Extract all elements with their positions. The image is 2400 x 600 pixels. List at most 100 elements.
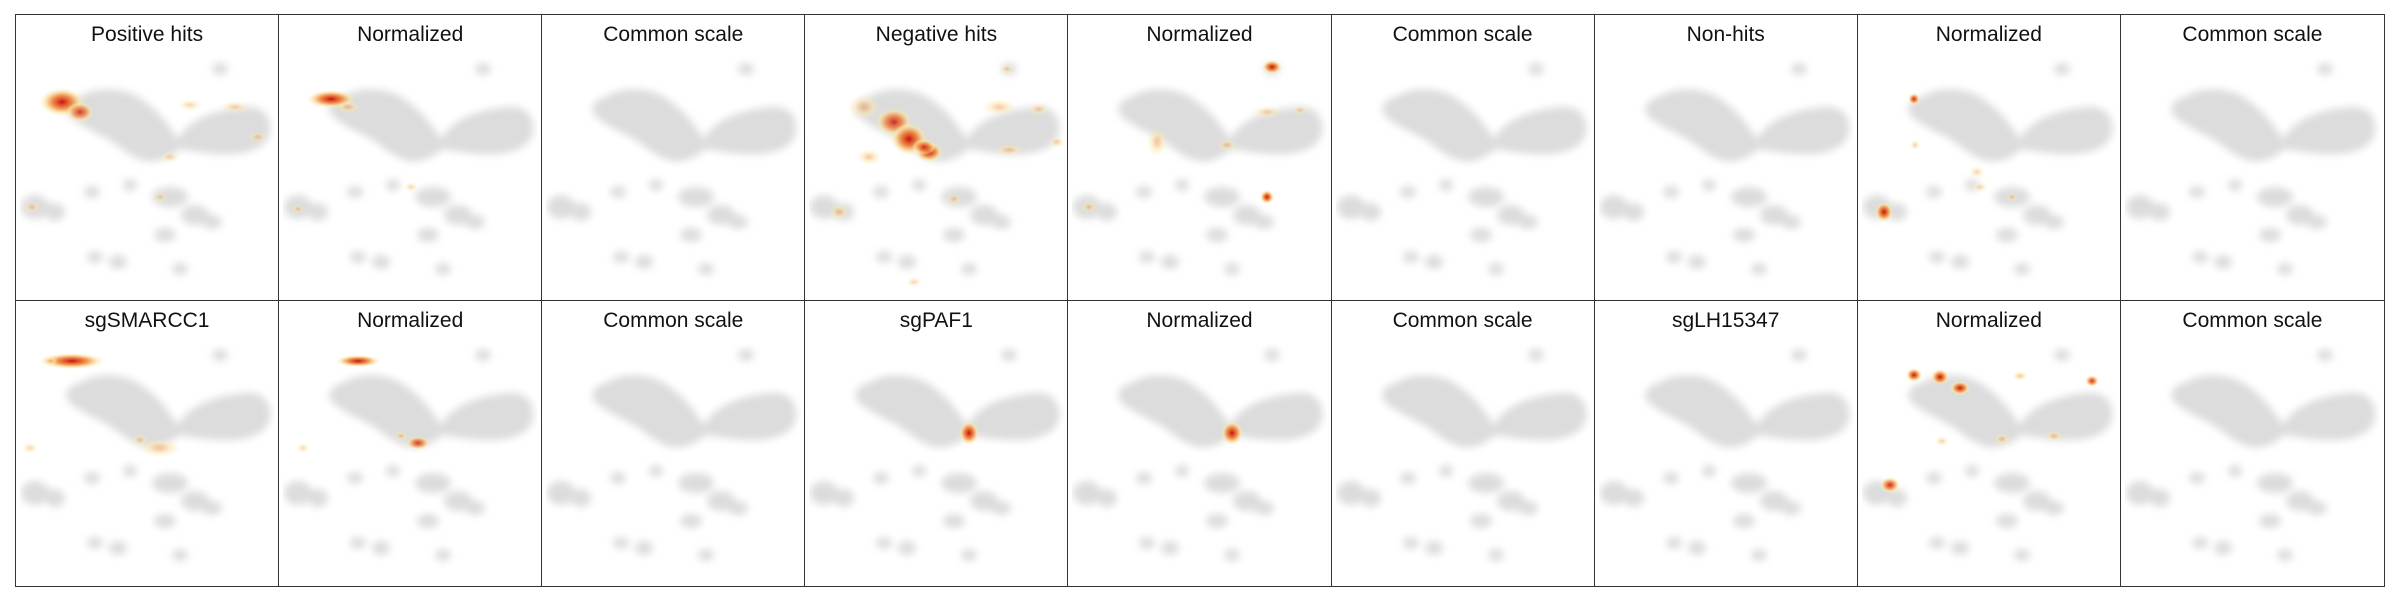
- panel-14: Normalized: [1068, 300, 1332, 586]
- embedding-plot: [1336, 343, 1591, 583]
- embedding-plot: [1862, 57, 2117, 297]
- density-hotspot: [406, 435, 431, 450]
- density-hotspot: [857, 149, 882, 165]
- embedding-plot: [1599, 343, 1854, 583]
- panel-3: Common scale: [542, 15, 806, 301]
- density-hotspot: [66, 102, 94, 122]
- panel-title: Negative hits: [875, 23, 998, 46]
- density-hotspot: [296, 442, 311, 453]
- density-hotspot: [959, 420, 980, 445]
- embedding-plot: [809, 57, 1065, 297]
- density-hotspot: [336, 101, 361, 113]
- density-map: [21, 348, 271, 561]
- embedding-shape: [284, 348, 534, 561]
- figure-grid: Positive hits Normalized: [15, 14, 2385, 587]
- density-hotspot: [829, 204, 850, 220]
- density-hotspot: [1971, 182, 1988, 192]
- density-hotspot: [1260, 190, 1275, 204]
- embedding-shape: [1862, 348, 2113, 561]
- embedding-shape: [810, 348, 1060, 561]
- density-hotspot: [40, 352, 104, 369]
- embedding-shape: [2125, 63, 2376, 275]
- density-map: [1073, 348, 1323, 561]
- embedding-shape: [2125, 348, 2376, 561]
- density-hotspot: [22, 441, 38, 454]
- panel-10: sgSMARCC1: [16, 300, 280, 586]
- panel-7: Non-hits: [1594, 15, 1858, 301]
- embedding-shape: [810, 63, 1060, 275]
- embedding-plot: [1072, 57, 1327, 297]
- panel-9: Common scale: [2120, 15, 2384, 301]
- embedding-plot: [1599, 57, 1854, 297]
- panel-title: Common scale: [1392, 23, 1533, 46]
- embedding-shape: [547, 63, 797, 275]
- embedding-shape: [21, 348, 271, 561]
- panel-title: Normalized: [1935, 23, 2042, 46]
- panel-12: Common scale: [542, 300, 806, 586]
- panel-title: Positive hits: [91, 23, 204, 46]
- panel-6: Common scale: [1331, 15, 1595, 301]
- embedding-shape: [1073, 63, 1323, 275]
- panel-16: sgLH15347: [1594, 300, 1858, 586]
- density-hotspot: [42, 355, 58, 366]
- density-hotspot: [1909, 140, 1920, 150]
- panel-13: sgPAF1: [805, 300, 1069, 586]
- panel-title: Common scale: [603, 308, 744, 332]
- embedding-shape: [1599, 348, 1849, 561]
- embedding-plot: [1862, 343, 2117, 583]
- panel-title: sgLH15347: [1672, 308, 1780, 332]
- panel-title: sgPAF1: [899, 308, 973, 332]
- density-map: [1862, 348, 2113, 561]
- density-hotspot: [906, 277, 923, 287]
- density-hotspot: [1221, 420, 1244, 445]
- density-hotspot: [24, 201, 40, 213]
- density-map: [284, 348, 534, 561]
- panel-title: Common scale: [2182, 308, 2323, 332]
- density-hotspot: [1253, 106, 1282, 118]
- embedding-plot: [283, 343, 538, 583]
- panel-title: Normalized: [357, 23, 464, 46]
- embedding-shape: [1336, 63, 1586, 275]
- density-map: [810, 348, 1060, 561]
- density-map: [21, 63, 271, 275]
- density-hotspot: [1000, 64, 1015, 74]
- density-hotspot: [1147, 128, 1168, 156]
- density-hotspot: [248, 131, 268, 143]
- density-hotspot: [983, 99, 1016, 115]
- embedding-plot: [20, 343, 275, 583]
- panel-title: Normalized: [1146, 23, 1253, 46]
- density-map: [1336, 63, 1586, 275]
- density-hotspot: [1292, 105, 1309, 115]
- density-hotspot: [152, 192, 168, 202]
- embedding-shape: [547, 348, 797, 561]
- density-map: [2125, 63, 2376, 275]
- panel-17: Normalized: [1857, 300, 2121, 586]
- density-map: [284, 63, 534, 275]
- panel-title: Normalized: [1146, 308, 1253, 332]
- embedding-shape: [1073, 348, 1323, 561]
- density-hotspot: [140, 438, 180, 457]
- density-hotspot: [1993, 432, 2010, 445]
- panel-title: Normalized: [1935, 308, 2042, 332]
- density-hotspot: [1049, 136, 1065, 148]
- density-hotspot: [221, 101, 249, 113]
- density-hotspot: [1262, 60, 1283, 74]
- density-hotspot: [178, 99, 202, 111]
- panel-title: Non-hits: [1686, 23, 1765, 46]
- density-map: [810, 63, 1065, 287]
- density-hotspot: [1907, 93, 1920, 105]
- density-hotspot: [2044, 429, 2063, 442]
- density-hotspot: [394, 430, 409, 441]
- density-map: [1599, 348, 1849, 561]
- density-hotspot: [1930, 368, 1949, 385]
- panel-title: Normalized: [357, 308, 464, 332]
- embedding-plot: [2125, 343, 2380, 583]
- density-map: [1862, 63, 2113, 275]
- embedding-plot: [283, 57, 538, 297]
- panel-15: Common scale: [1331, 300, 1595, 586]
- density-hotspot: [404, 182, 419, 192]
- panel-8: Normalized: [1857, 15, 2121, 301]
- density-hotspot: [912, 139, 937, 155]
- embedding-plot: [1072, 343, 1327, 583]
- panel-1: Positive hits: [16, 15, 280, 301]
